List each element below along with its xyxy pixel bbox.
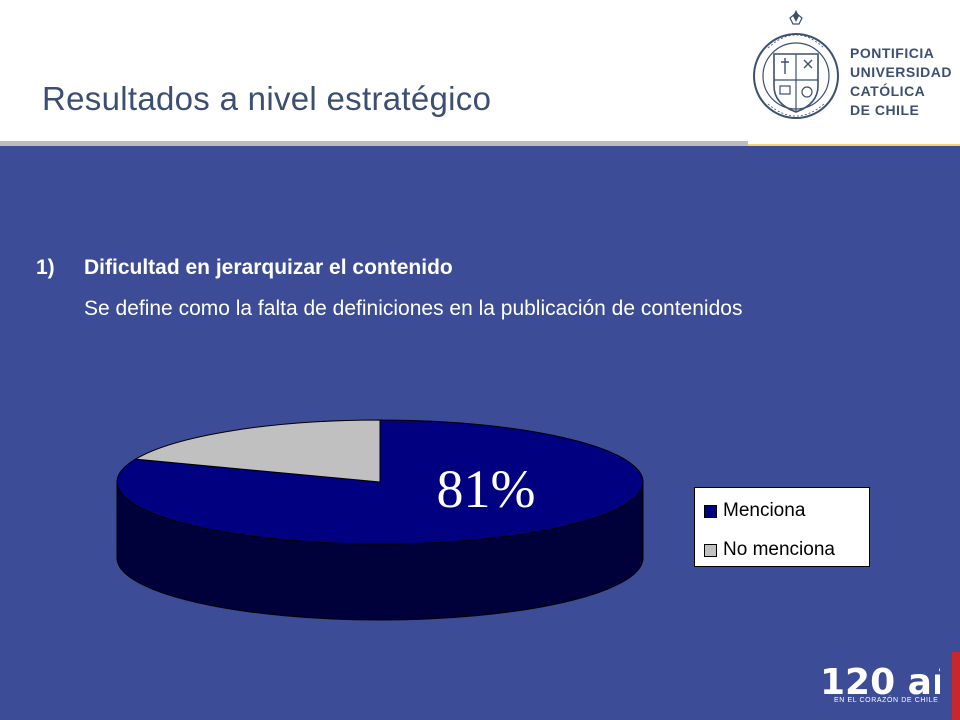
university-name: Pontificia Universidad Católica de Chile [850, 44, 952, 120]
legend-label-menciona: Menciona [723, 500, 806, 521]
pie-slice-no-menciona [133, 419, 381, 483]
slide-title: Resultados a nivel estratégico [42, 80, 492, 117]
university-name-line-4: de Chile [850, 102, 920, 118]
item-heading: Dificultad en jerarquizar el contenido [84, 256, 453, 279]
legend-item-no-menciona: No menciona [704, 539, 835, 561]
legend-swatch-no-menciona [704, 543, 717, 557]
pie-data-label-0: 81% [437, 459, 536, 519]
university-name-line-3: Católica [850, 83, 926, 99]
legend-swatch-menciona [704, 504, 717, 518]
pie-chart: 81% [116, 419, 644, 621]
university-crest-icon [753, 10, 839, 119]
legend-label-no-menciona: No menciona [723, 539, 835, 560]
slide-header: Resultados a nivel estratégico Pontifici… [0, 0, 960, 143]
item-description: Se define como la falta de definiciones … [84, 297, 743, 320]
item-number: 1) [36, 256, 55, 279]
university-name-line-2: Universidad [850, 64, 952, 80]
anniversary-tagline: EN EL CORAZÓN DE CHILE [834, 697, 939, 704]
corner-accent-bar [952, 652, 960, 720]
legend-item-menciona: Menciona [704, 500, 805, 522]
header-divider-gray [0, 141, 748, 146]
university-name-line-1: Pontificia [850, 45, 935, 61]
anniversary-mark: 120 años [820, 662, 940, 703]
chart-legend: Menciona No menciona [694, 487, 870, 567]
anniversary-logo-icon: 120 años [820, 662, 940, 703]
